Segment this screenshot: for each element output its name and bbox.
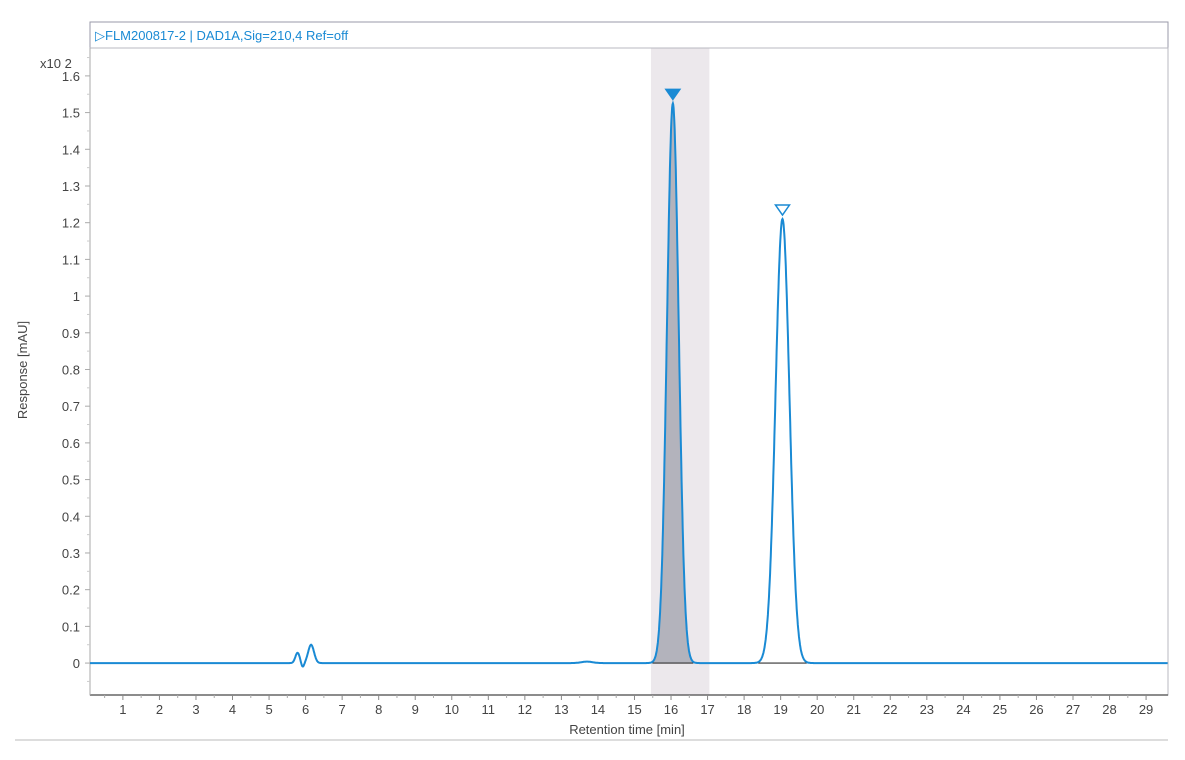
x-tick-label: 13	[554, 702, 568, 717]
y-tick-label: 0.3	[62, 546, 80, 561]
chromatogram-trace	[90, 100, 1168, 668]
integrated-peak-area	[652, 103, 694, 664]
y-tick-label: 1.3	[62, 179, 80, 194]
y-axis-label: Response [mAU]	[15, 321, 30, 419]
x-tick-label: 18	[737, 702, 751, 717]
x-axis-label: Retention time [min]	[569, 722, 685, 737]
x-tick-label: 25	[993, 702, 1007, 717]
x-tick-label: 10	[445, 702, 459, 717]
y-tick-label: 0.9	[62, 326, 80, 341]
x-tick-label: 4	[229, 702, 236, 717]
y-tick-label: 1.4	[62, 142, 80, 157]
y-tick-label: 0.6	[62, 436, 80, 451]
x-tick-label: 21	[847, 702, 861, 717]
y-tick-label: 0	[73, 656, 80, 671]
y-tick-label: 1.1	[62, 252, 80, 267]
x-tick-label: 11	[482, 702, 496, 717]
x-tick-label: 26	[1029, 702, 1043, 717]
plot-frame	[89, 47, 1169, 696]
x-tick-label: 5	[265, 702, 272, 717]
x-tick-label: 12	[518, 702, 532, 717]
x-tick-label: 7	[339, 702, 346, 717]
x-tick-label: 22	[883, 702, 897, 717]
y-tick-label: 0.8	[62, 362, 80, 377]
x-tick-label: 20	[810, 702, 824, 717]
x-tick-label: 9	[412, 702, 419, 717]
x-tick-label: 3	[192, 702, 199, 717]
y-tick-label: 1	[73, 289, 80, 304]
x-tick-label: 2	[156, 702, 163, 717]
peak-marker-icon	[664, 88, 682, 101]
x-tick-label: 16	[664, 702, 678, 717]
y-tick-label: 0.5	[62, 473, 80, 488]
y-tick-label: 0.4	[62, 509, 80, 524]
x-tick-label: 8	[375, 702, 382, 717]
x-tick-label: 6	[302, 702, 309, 717]
y-tick-label: 1.5	[62, 106, 80, 121]
x-tick-label: 15	[627, 702, 641, 717]
x-tick-label: 29	[1139, 702, 1153, 717]
y-tick-label: 1.2	[62, 216, 80, 231]
header-box	[89, 21, 1169, 49]
x-tick-label: 14	[591, 702, 605, 717]
x-tick-label: 24	[956, 702, 970, 717]
x-tick-label: 19	[773, 702, 787, 717]
y-multiplier: x10 2	[40, 56, 72, 71]
y-tick-label: 0.7	[62, 399, 80, 414]
x-tick-label: 27	[1066, 702, 1080, 717]
peak-marker-icon	[774, 204, 791, 217]
x-tick-label: 23	[920, 702, 934, 717]
y-tick-label: 1.6	[62, 69, 80, 84]
chart-header-title: ▷FLM200817-2 | DAD1A,Sig=210,4 Ref=off	[95, 28, 348, 43]
y-tick-label: 0.2	[62, 583, 80, 598]
y-tick-label: 0.1	[62, 619, 80, 634]
x-tick-label: 1	[119, 702, 126, 717]
x-tick-label: 28	[1102, 702, 1116, 717]
x-tick-label: 17	[700, 702, 714, 717]
